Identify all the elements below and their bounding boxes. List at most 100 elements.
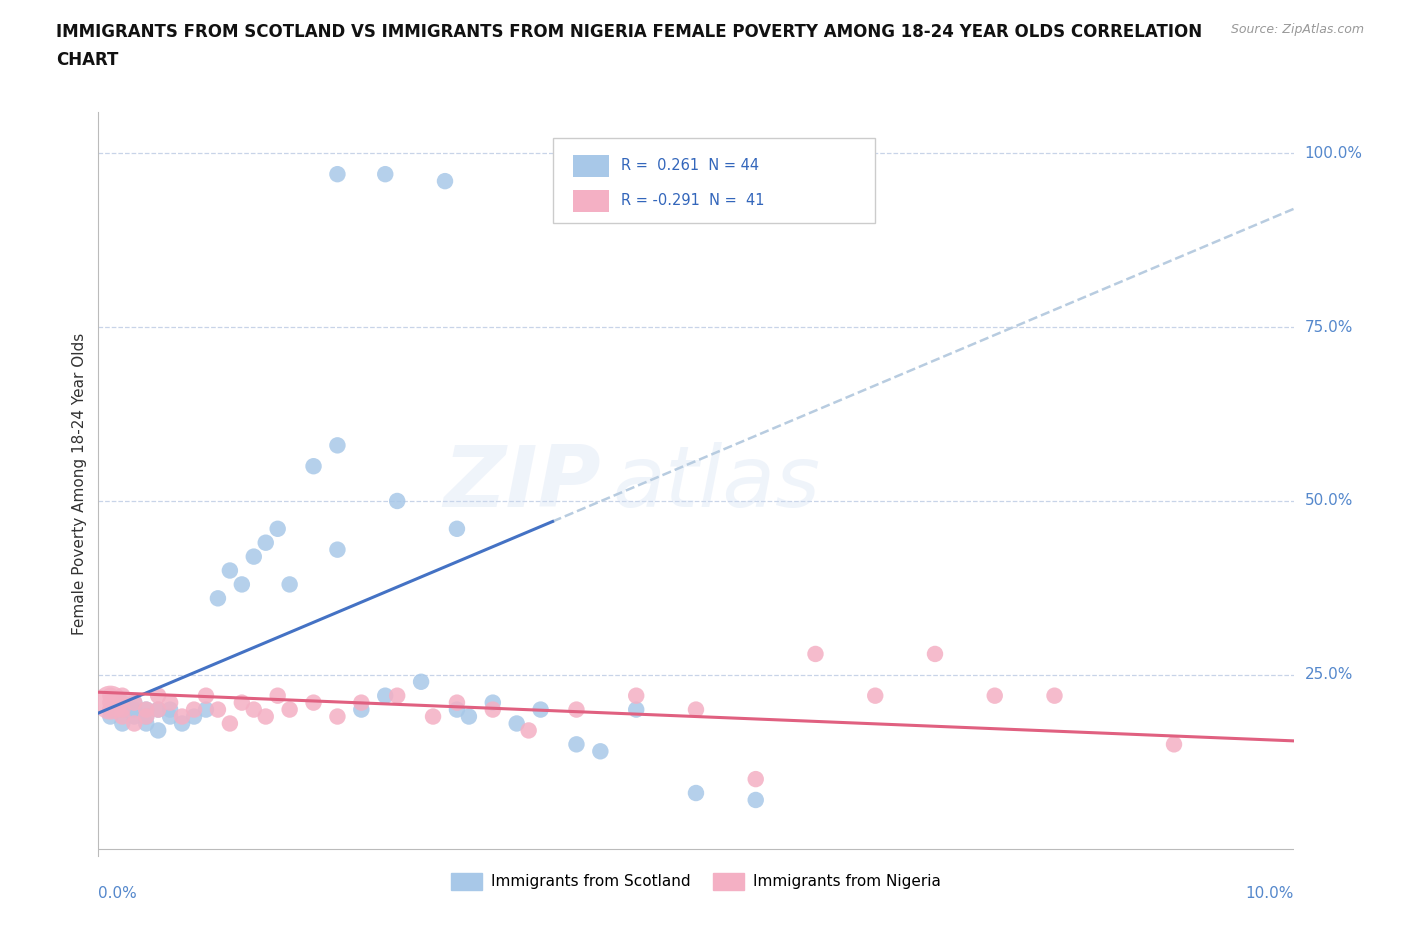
Point	[865, 688, 887, 703]
Point	[231, 577, 253, 591]
Point	[482, 702, 505, 717]
Text: 0.0%: 0.0%	[98, 886, 138, 901]
Point	[530, 702, 553, 717]
Point	[148, 688, 170, 703]
Point	[124, 709, 146, 724]
Point	[984, 688, 1007, 703]
FancyBboxPatch shape	[553, 138, 876, 223]
Point	[111, 702, 134, 717]
Y-axis label: Female Poverty Among 18-24 Year Olds: Female Poverty Among 18-24 Year Olds	[72, 333, 87, 635]
Point	[207, 591, 229, 605]
Point	[385, 494, 409, 509]
Point	[111, 702, 134, 717]
Point	[267, 688, 290, 703]
Point	[159, 696, 181, 711]
Point	[326, 166, 349, 181]
Point	[374, 688, 396, 703]
Point	[207, 702, 229, 717]
Point	[124, 696, 146, 711]
Point	[124, 696, 146, 711]
Text: ZIP: ZIP	[443, 442, 600, 525]
Point	[302, 696, 325, 711]
Point	[124, 702, 146, 717]
Point	[124, 716, 146, 731]
Point	[446, 702, 468, 717]
Point	[626, 702, 648, 717]
Text: 25.0%: 25.0%	[1305, 668, 1353, 683]
Point	[685, 786, 707, 801]
Point	[98, 688, 122, 703]
Text: 75.0%: 75.0%	[1305, 320, 1353, 335]
Point	[385, 688, 409, 703]
Point	[685, 702, 707, 717]
Point	[172, 716, 194, 731]
Point	[135, 702, 157, 717]
Point	[745, 772, 768, 787]
Legend: Immigrants from Scotland, Immigrants from Nigeria: Immigrants from Scotland, Immigrants fro…	[444, 867, 948, 897]
Text: IMMIGRANTS FROM SCOTLAND VS IMMIGRANTS FROM NIGERIA FEMALE POVERTY AMONG 18-24 Y: IMMIGRANTS FROM SCOTLAND VS IMMIGRANTS F…	[56, 23, 1202, 41]
Point	[517, 723, 540, 737]
Point	[458, 709, 481, 724]
Point	[111, 716, 134, 731]
Point	[589, 744, 612, 759]
Point	[1043, 688, 1066, 703]
Point	[326, 709, 349, 724]
Point	[350, 702, 373, 717]
Point	[411, 674, 433, 689]
Point	[254, 709, 277, 724]
Point	[278, 577, 301, 591]
Text: R =  0.261  N = 44: R = 0.261 N = 44	[620, 158, 759, 173]
Text: 10.0%: 10.0%	[1246, 886, 1294, 901]
Point	[254, 536, 277, 551]
Point	[446, 522, 468, 537]
Point	[111, 709, 134, 724]
Point	[183, 709, 205, 724]
Point	[434, 174, 457, 189]
Point	[135, 709, 157, 724]
Point	[482, 696, 505, 711]
Point	[172, 709, 194, 724]
Point	[98, 702, 122, 717]
Point	[98, 702, 122, 717]
Point	[326, 438, 349, 453]
Point	[924, 646, 946, 661]
Point	[565, 737, 588, 751]
Point	[422, 709, 444, 724]
Point	[745, 792, 768, 807]
Point	[302, 458, 325, 473]
Point	[148, 702, 170, 717]
Point	[446, 696, 468, 711]
Point	[159, 702, 181, 717]
Point	[148, 723, 170, 737]
Point	[135, 709, 157, 724]
Point	[98, 709, 122, 724]
Text: Source: ZipAtlas.com: Source: ZipAtlas.com	[1230, 23, 1364, 36]
Point	[219, 716, 242, 731]
Point	[267, 522, 290, 537]
FancyBboxPatch shape	[572, 190, 609, 212]
Text: CHART: CHART	[56, 51, 118, 69]
Point	[565, 702, 588, 717]
Point	[98, 696, 122, 711]
Point	[135, 716, 157, 731]
Point	[243, 702, 266, 717]
Point	[148, 702, 170, 717]
Point	[626, 688, 648, 703]
Point	[98, 696, 122, 711]
Point	[195, 688, 218, 703]
Point	[506, 716, 529, 731]
FancyBboxPatch shape	[572, 154, 609, 177]
Text: 100.0%: 100.0%	[1305, 146, 1362, 161]
Text: atlas: atlas	[613, 442, 820, 525]
Point	[1163, 737, 1185, 751]
Point	[350, 696, 373, 711]
Point	[804, 646, 827, 661]
Point	[111, 696, 134, 711]
Point	[159, 709, 181, 724]
Point	[219, 563, 242, 578]
Point	[111, 688, 134, 703]
Point	[243, 550, 266, 565]
Point	[135, 702, 157, 717]
Point	[278, 702, 301, 717]
Text: 50.0%: 50.0%	[1305, 494, 1353, 509]
